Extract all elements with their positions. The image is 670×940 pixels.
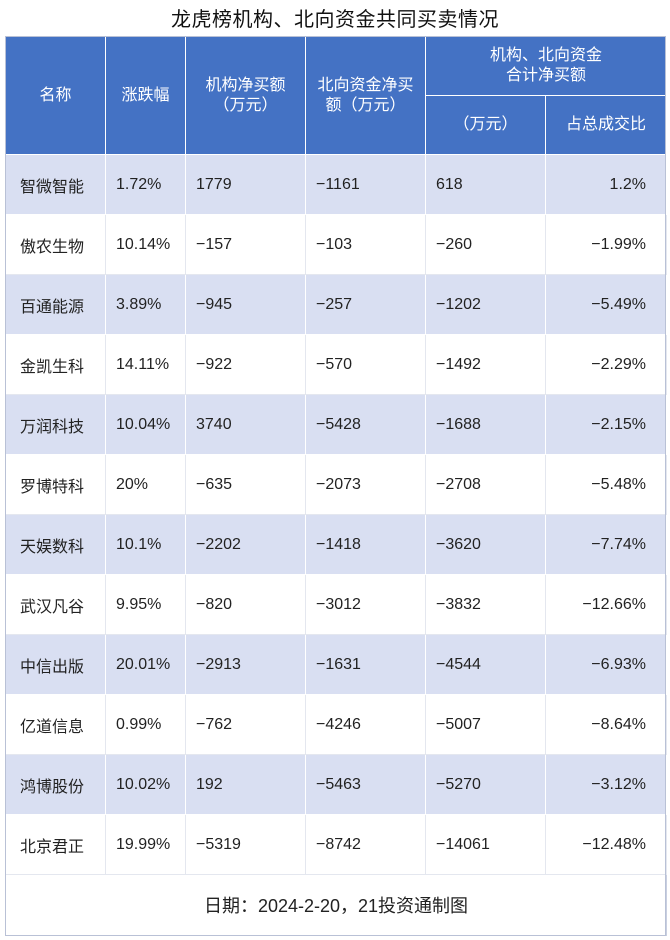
cell-name: 百通能源 — [5, 274, 106, 335]
cell-inst: −945 — [185, 274, 306, 335]
cell-ratio: −1.99% — [544, 214, 668, 275]
header-combined-amount: （万元） — [425, 95, 546, 155]
table-row: 武汉凡谷 9.95% −820 −3012 −3832 −12.66% — [5, 574, 668, 635]
cell-inst: 1779 — [185, 154, 306, 215]
cell-north: −5463 — [305, 754, 426, 815]
cell-ratio: −3.12% — [544, 754, 668, 815]
cell-change: 10.1% — [105, 514, 186, 575]
cell-total: −1202 — [425, 274, 546, 335]
buy-sell-table: 名称 涨跌幅 机构净买额 （万元） 北向资金净买 额（万元） 机构、北向资金 合… — [4, 36, 668, 936]
cell-ratio: −7.74% — [544, 514, 668, 575]
cell-name: 天娱数科 — [5, 514, 106, 575]
cell-change: 9.95% — [105, 574, 186, 635]
cell-name: 万润科技 — [5, 394, 106, 455]
table-row: 万润科技 10.04% 3740 −5428 −1688 −2.15% — [5, 394, 668, 455]
cell-north: −570 — [305, 334, 426, 395]
header-name: 名称 — [5, 36, 106, 155]
cell-name: 武汉凡谷 — [5, 574, 106, 635]
cell-ratio: 1.2% — [544, 154, 668, 215]
table-row: 中信出版 20.01% −2913 −1631 −4544 −6.93% — [5, 634, 668, 695]
cell-total: −2708 — [425, 454, 546, 515]
header-combined: 机构、北向资金 合计净买额 — [424, 36, 668, 96]
cell-north: −1631 — [305, 634, 426, 695]
cell-total: −5270 — [425, 754, 546, 815]
cell-north: −2073 — [305, 454, 426, 515]
cell-north: −4246 — [305, 694, 426, 755]
table-row: 金凯生科 14.11% −922 −570 −1492 −2.29% — [5, 334, 668, 395]
cell-ratio: −2.15% — [544, 394, 668, 455]
cell-total: −3832 — [425, 574, 546, 635]
cell-ratio: −12.48% — [544, 814, 668, 875]
cell-inst: −762 — [185, 694, 306, 755]
cell-inst: −5319 — [185, 814, 306, 875]
cell-ratio: −2.29% — [544, 334, 668, 395]
cell-inst: −2913 — [185, 634, 306, 695]
cell-inst: −922 — [185, 334, 306, 395]
cell-total: −5007 — [425, 694, 546, 755]
cell-change: 10.02% — [105, 754, 186, 815]
cell-name: 中信出版 — [5, 634, 106, 695]
table-title: 龙虎榜机构、北向资金共同买卖情况 — [171, 9, 499, 31]
cell-change: 0.99% — [105, 694, 186, 755]
cell-north: −1161 — [305, 154, 426, 215]
cell-north: −3012 — [305, 574, 426, 635]
cell-name: 智微智能 — [5, 154, 106, 215]
table-row: 天娱数科 10.1% −2202 −1418 −3620 −7.74% — [5, 514, 668, 575]
cell-change: 19.99% — [105, 814, 186, 875]
table-row: 傲农生物 10.14% −157 −103 −260 −1.99% — [5, 214, 668, 275]
cell-total: −1492 — [425, 334, 546, 395]
table-row: 百通能源 3.89% −945 −257 −1202 −5.49% — [5, 274, 668, 335]
cell-total: −3620 — [425, 514, 546, 575]
cell-change: 10.14% — [105, 214, 186, 275]
header-change: 涨跌幅 — [105, 36, 186, 155]
cell-north: −103 — [305, 214, 426, 275]
cell-ratio: −12.66% — [544, 574, 668, 635]
cell-change: 1.72% — [105, 154, 186, 215]
cell-total: −1688 — [425, 394, 546, 455]
cell-name: 金凯生科 — [5, 334, 106, 395]
table-row: 智微智能 1.72% 1779 −1161 618 1.2% — [5, 154, 668, 215]
cell-name: 亿道信息 — [5, 694, 106, 755]
cell-inst: 192 — [185, 754, 306, 815]
cell-change: 3.89% — [105, 274, 186, 335]
cell-ratio: −8.64% — [544, 694, 668, 755]
header-inst: 机构净买额 （万元） — [185, 36, 306, 155]
cell-name: 傲农生物 — [5, 214, 106, 275]
cell-inst: −2202 — [185, 514, 306, 575]
cell-north: −1418 — [305, 514, 426, 575]
cell-north: −257 — [305, 274, 426, 335]
cell-inst: −820 — [185, 574, 306, 635]
cell-inst: −157 — [185, 214, 306, 275]
cell-total: 618 — [425, 154, 546, 215]
table-row: 北京君正 19.99% −5319 −8742 −14061 −12.48% — [5, 814, 668, 875]
cell-inst: −635 — [185, 454, 306, 515]
cell-north: −8742 — [305, 814, 426, 875]
cell-total: −4544 — [425, 634, 546, 695]
cell-change: 20% — [105, 454, 186, 515]
table-row: 罗博特科 20% −635 −2073 −2708 −5.48% — [5, 454, 668, 515]
footer-note: 日期：2024-2-20，21投资通制图 — [4, 874, 668, 936]
cell-name: 罗博特科 — [5, 454, 106, 515]
cell-total: −260 — [425, 214, 546, 275]
cell-inst: 3740 — [185, 394, 306, 455]
header-north: 北向资金净买 额（万元） — [305, 36, 426, 155]
cell-ratio: −5.49% — [544, 274, 668, 335]
cell-total: −14061 — [425, 814, 546, 875]
cell-name: 北京君正 — [5, 814, 106, 875]
table-body: 智微智能 1.72% 1779 −1161 618 1.2% 傲农生物 10.14% −157−… — [5, 154, 668, 875]
table-row: 亿道信息 0.99% −762 −4246 −5007 −8.64% — [5, 694, 668, 755]
cell-name: 鸿博股份 — [5, 754, 106, 815]
cell-change: 20.01% — [105, 634, 186, 695]
table-row: 鸿博股份 10.02% 192 −5463 −5270 −3.12% — [5, 754, 668, 815]
cell-ratio: −5.48% — [544, 454, 668, 515]
cell-north: −5428 — [305, 394, 426, 455]
cell-change: 14.11% — [105, 334, 186, 395]
header-combined-ratio: 占总成交比 — [544, 95, 668, 155]
cell-change: 10.04% — [105, 394, 186, 455]
cell-ratio: −6.93% — [544, 634, 668, 695]
